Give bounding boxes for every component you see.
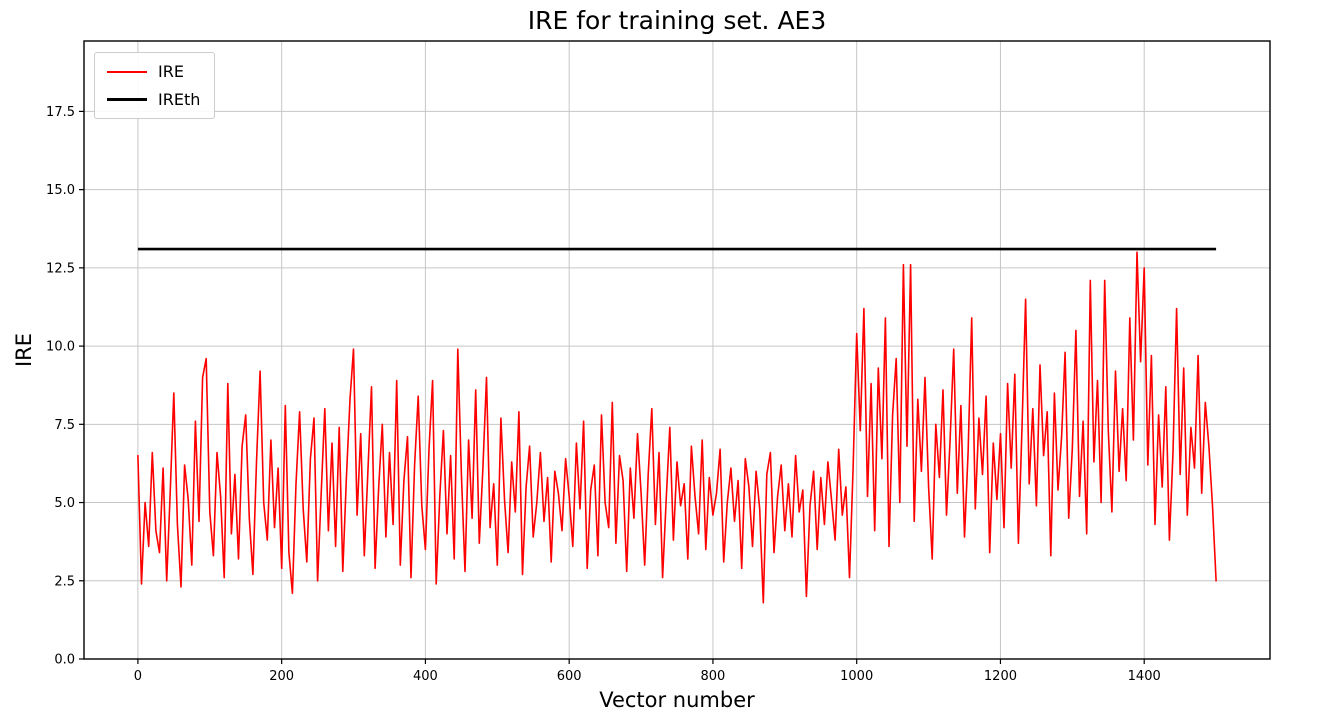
y-tick-label: 0.0 — [54, 653, 75, 668]
ire-line-swatch — [107, 70, 147, 73]
x-tick-label: 1400 — [1128, 669, 1161, 684]
y-tick-label: 15.0 — [46, 183, 75, 198]
y-tick-label: 12.5 — [46, 261, 75, 276]
x-tick-label: 800 — [701, 669, 726, 684]
legend-label-ire: IRE — [158, 62, 184, 81]
x-tick-label: 1200 — [984, 669, 1017, 684]
legend-label-ireth: IREth — [158, 90, 201, 109]
ireth-line-swatch — [107, 98, 147, 101]
axes-border — [83, 40, 1271, 660]
y-tick-label: 17.5 — [46, 105, 75, 120]
x-tick-label: 600 — [557, 669, 582, 684]
y-tick-label: 5.0 — [54, 496, 75, 511]
x-tick-label: 200 — [269, 669, 294, 684]
legend-item-ireth: IREth — [107, 90, 200, 109]
x-tick-label: 1000 — [840, 669, 873, 684]
x-tick-label: 0 — [134, 669, 142, 684]
chart-title: IRE for training set. AE3 — [527, 6, 827, 35]
y-axis-label: IRE — [12, 332, 36, 368]
ire-series-line — [137, 251, 1217, 604]
x-axis-label: Vector number — [599, 688, 755, 712]
legend-item-ire: IRE — [107, 62, 200, 81]
legend: IRE IREth — [94, 52, 216, 119]
x-tick-label: 400 — [413, 669, 438, 684]
y-tick-label: 10.0 — [46, 340, 75, 355]
y-tick-label: 2.5 — [54, 574, 75, 589]
y-tick-label: 7.5 — [54, 418, 75, 433]
